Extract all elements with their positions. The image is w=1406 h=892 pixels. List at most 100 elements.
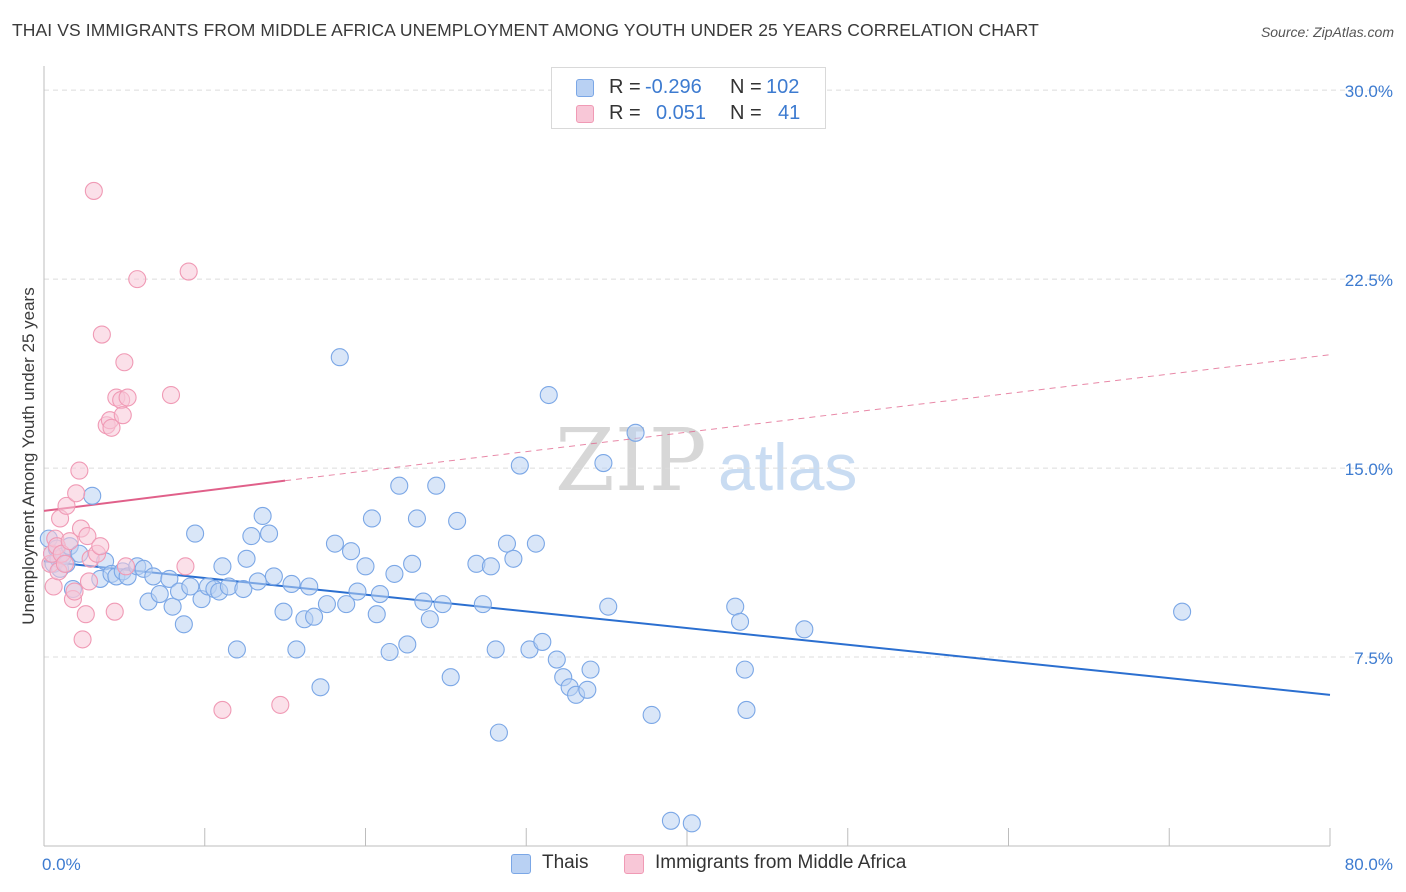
middle-africa-point	[76, 605, 95, 624]
middle-africa-point	[67, 484, 86, 503]
thais-point	[264, 567, 283, 586]
thais-point	[311, 678, 330, 697]
middle-africa-point	[128, 270, 147, 289]
thais-point	[274, 602, 293, 621]
thais-point	[317, 595, 336, 614]
n-label: N =	[730, 102, 762, 124]
thais-point	[300, 577, 319, 596]
thais-point	[259, 524, 279, 543]
legend-swatch-middle-africa	[576, 105, 594, 123]
thais-point	[578, 680, 597, 699]
thais-point	[174, 615, 193, 634]
thais-point	[163, 597, 182, 616]
middle-africa-point	[105, 602, 124, 621]
thais-point	[642, 705, 661, 725]
r-value: -0.296	[645, 76, 702, 98]
middle-africa-point	[60, 532, 79, 551]
thais-point	[337, 595, 356, 614]
thais-point	[730, 612, 750, 631]
thais-point	[390, 476, 409, 495]
thais-point	[433, 595, 452, 614]
middle-africa-point	[79, 572, 99, 591]
thais-point	[795, 620, 814, 639]
middle-africa-point	[102, 418, 121, 437]
middle-africa-point	[44, 577, 63, 596]
thais-point	[234, 579, 253, 599]
thais-point	[186, 524, 205, 543]
series-legend: Thais Immigrants from Middle Africa	[0, 852, 1406, 878]
thais-point	[83, 486, 102, 505]
middle-africa-point	[84, 181, 103, 200]
legend-label-thais: Thais	[542, 852, 589, 873]
thais-point	[213, 557, 232, 576]
thais-point	[367, 605, 386, 624]
thais-point	[735, 660, 754, 679]
thais-point	[356, 557, 375, 576]
correlation-legend: R = -0.296 N = 102 R = 0.051 N = 41	[551, 67, 826, 129]
thais-point	[661, 811, 680, 830]
thais-point	[305, 607, 324, 626]
middle-africa-point	[55, 554, 74, 573]
middle-africa-point	[92, 325, 111, 344]
n-label: N =	[730, 76, 762, 98]
thais-point	[737, 700, 756, 719]
middle-africa-point	[213, 700, 232, 719]
thais-point	[420, 610, 439, 629]
thais-point	[504, 549, 523, 568]
thais-point	[348, 582, 367, 601]
thais-point	[486, 640, 505, 659]
middle-africa-point	[91, 537, 110, 556]
middle-africa-point	[271, 695, 290, 714]
y-tick-label: 30.0%	[1345, 82, 1393, 101]
thais-point	[414, 592, 433, 611]
thais-point	[427, 476, 446, 495]
thais-point	[242, 527, 261, 546]
legend-swatch-thais	[511, 854, 531, 874]
thais-point	[526, 534, 545, 553]
thais-point	[385, 564, 404, 583]
thais-point	[581, 660, 600, 679]
thais-point	[330, 348, 349, 367]
thais-point	[403, 554, 422, 573]
r-value: 0.051	[656, 102, 707, 124]
thais-point	[510, 456, 529, 475]
thais-point	[325, 534, 345, 553]
middle-africa-point	[161, 385, 181, 405]
r-label: R =	[609, 102, 641, 124]
thais-point	[150, 585, 169, 604]
r-label: R =	[609, 76, 641, 98]
thais-point	[253, 506, 272, 525]
thais-point	[160, 569, 179, 588]
chart-title: THAI VS IMMIGRANTS FROM MIDDLE AFRICA UN…	[12, 20, 1039, 40]
middle-africa-point	[179, 262, 198, 281]
thais-trend-line	[43, 560, 1331, 696]
thais-point	[599, 597, 618, 616]
thais-point	[287, 640, 306, 659]
thais-point	[539, 385, 558, 405]
middle-africa-point	[113, 406, 132, 425]
legend-swatch-middle-africa	[624, 854, 644, 874]
thais-point	[497, 534, 517, 553]
middle-africa-point	[70, 461, 89, 480]
middle-africa-point	[176, 557, 195, 576]
thais-point	[481, 557, 500, 576]
thais-point	[362, 509, 381, 528]
thais-point	[282, 574, 301, 594]
thais-point	[682, 814, 701, 833]
thais-point	[594, 453, 613, 473]
thais-point	[237, 549, 256, 568]
thais-point	[248, 572, 267, 591]
middle-africa-point	[57, 496, 76, 515]
x-tick-label: 80.0%	[1345, 855, 1393, 874]
thais-point	[398, 635, 417, 654]
x-tick-label: 0.0%	[42, 855, 81, 874]
middle-africa-point	[78, 527, 97, 546]
thais-point	[181, 577, 200, 596]
n-value: 41	[778, 102, 801, 124]
thais-point	[626, 423, 645, 442]
thais-point	[441, 668, 460, 687]
thais-point	[144, 567, 163, 586]
middle-africa-point	[118, 388, 137, 407]
source-label: Source: ZipAtlas.com	[1260, 24, 1394, 40]
